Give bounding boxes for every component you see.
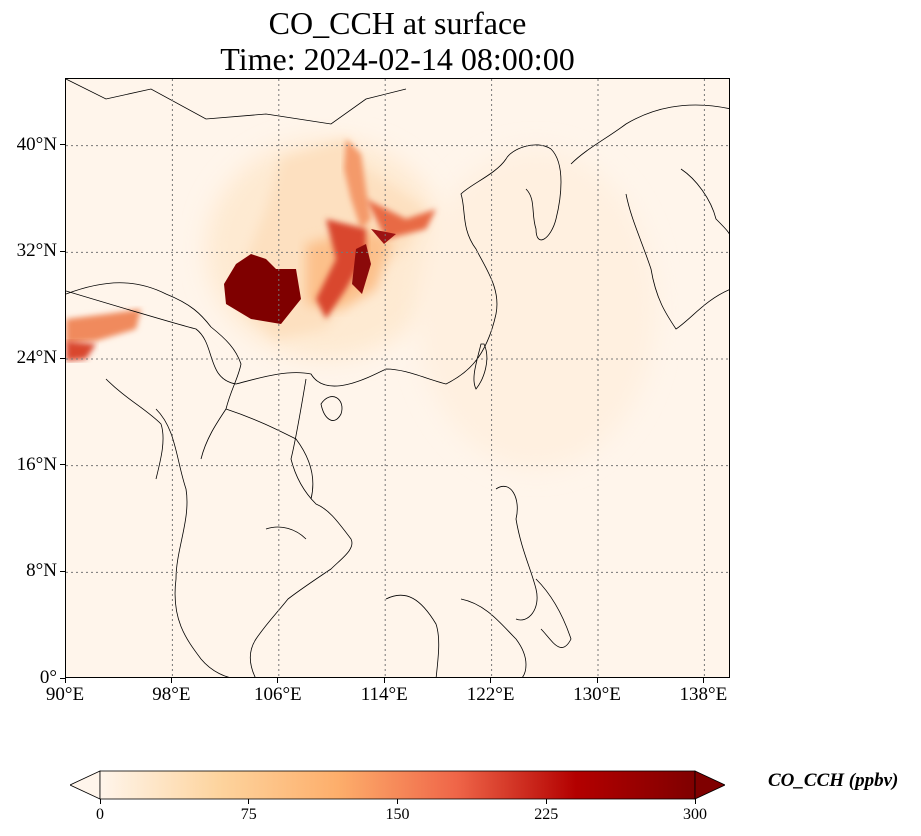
colorbar-tick-mark — [99, 799, 101, 804]
y-tick-label: 40°N — [16, 133, 57, 155]
colorbar-extend-min — [69, 770, 101, 800]
plume-himalaya — [66, 309, 141, 344]
x-tick-label: 90°E — [45, 684, 85, 705]
coastlines — [66, 79, 729, 677]
plume-himalaya-core — [66, 341, 96, 361]
x-tick-mark — [64, 678, 66, 683]
y-tick-label: 0° — [39, 667, 57, 688]
x-tick-label: 114°E — [360, 684, 408, 705]
hotspot-sichuan — [224, 254, 301, 324]
y-tick-label: 32°N — [16, 240, 57, 262]
y-tick-mark — [60, 677, 65, 679]
map-time-subtitle: Time: 2024-02-14 08:00:00 — [220, 41, 575, 77]
plume-core-spread — [316, 219, 366, 319]
y-tick-mark — [60, 464, 65, 466]
colorbar-tick-label: 0 — [96, 806, 104, 823]
x-tick-label: 130°E — [573, 684, 621, 705]
gridlines — [66, 79, 729, 677]
map-panel — [65, 78, 730, 678]
map-svg — [66, 79, 729, 677]
x-tick-mark — [383, 678, 385, 683]
y-tick-mark — [60, 144, 65, 146]
colorbar-tick-label: 75 — [240, 806, 257, 823]
y-tick-mark — [60, 570, 65, 572]
colorbar-tick-mark — [397, 799, 398, 804]
plume-streak-east — [366, 199, 436, 239]
x-tick-label: 98°E — [152, 684, 191, 705]
colorbar — [69, 770, 726, 800]
colorbar-tick-label: 225 — [534, 806, 559, 823]
hotspot-east — [352, 244, 371, 294]
plume-streak-north — [344, 139, 371, 229]
colorbar-tick-label: 300 — [683, 806, 707, 823]
y-tick-mark — [60, 357, 65, 359]
colorbar-tick-mark — [248, 799, 250, 804]
y-tick-label: 8°N — [26, 560, 57, 582]
y-tick-mark — [60, 250, 65, 252]
colorbar-body — [99, 770, 696, 800]
colorbar-tick-label: 150 — [385, 806, 410, 823]
x-tick-label: 106°E — [253, 684, 302, 705]
y-tick-label: 16°N — [16, 453, 57, 475]
concentration-field — [66, 139, 656, 469]
colorbar-svg — [69, 770, 726, 800]
colorbar-tick-mark — [694, 799, 696, 804]
colorbar-extend-max — [694, 770, 726, 800]
x-tick-mark — [702, 678, 704, 683]
colorbar-unit-label: CO_CCH (ppbv) — [768, 770, 899, 791]
hotspot-northeast — [371, 229, 396, 244]
x-tick-label: 138°E — [679, 684, 728, 705]
colorbar-tick-mark — [545, 799, 547, 804]
map-title: CO_CCH at surface — [268, 5, 527, 41]
x-tick-mark — [277, 678, 279, 683]
x-tick-label: 122°E — [466, 684, 515, 705]
y-tick-label: 24°N — [16, 347, 57, 368]
x-tick-mark — [596, 678, 598, 683]
ocean-haze — [416, 149, 656, 469]
x-tick-mark — [490, 678, 492, 683]
x-tick-mark — [170, 678, 172, 683]
